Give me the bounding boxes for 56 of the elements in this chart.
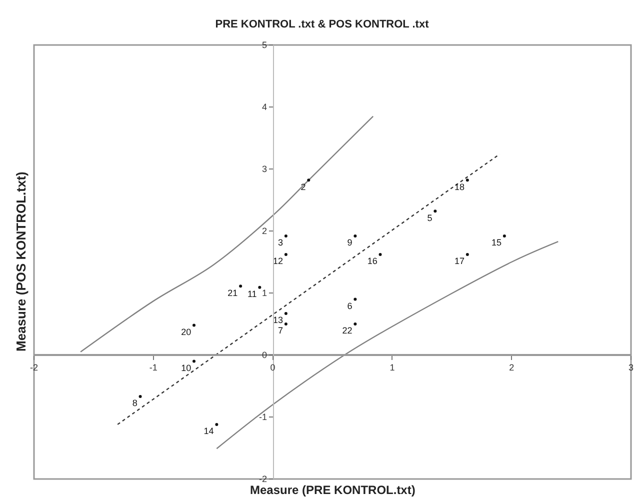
point bbox=[434, 210, 437, 213]
point bbox=[284, 312, 288, 315]
y-tick-label: 3 bbox=[262, 164, 267, 174]
y-tick-label: -2 bbox=[258, 474, 267, 484]
y-tick-label: 0 bbox=[262, 350, 267, 360]
series-label: 18 bbox=[454, 182, 465, 192]
series-label: 5 bbox=[427, 212, 432, 223]
series-label: 7 bbox=[278, 326, 284, 336]
y-tick-label: 4 bbox=[262, 102, 267, 112]
series-label: 3 bbox=[278, 238, 284, 248]
series-label: 20 bbox=[181, 326, 192, 337]
series-label: 6 bbox=[347, 300, 352, 311]
series-label: 11 bbox=[247, 289, 257, 300]
series-label: 16 bbox=[367, 256, 378, 266]
point bbox=[354, 298, 357, 301]
point bbox=[378, 253, 382, 256]
point bbox=[466, 178, 469, 182]
point bbox=[284, 253, 288, 256]
point bbox=[466, 253, 469, 256]
point bbox=[138, 395, 142, 398]
point bbox=[239, 284, 242, 288]
series-label: 17 bbox=[454, 256, 465, 266]
point bbox=[215, 422, 218, 426]
x-tick-label: 1 bbox=[390, 362, 395, 373]
y-tick-label: -1 bbox=[258, 412, 267, 422]
series-label: 21 bbox=[228, 288, 238, 298]
x-tick-label: 0 bbox=[270, 362, 276, 373]
x-tick-label: -2 bbox=[30, 362, 38, 373]
point bbox=[192, 360, 196, 363]
x-tick-label: -1 bbox=[149, 362, 158, 373]
series-label: 9 bbox=[347, 238, 352, 248]
point bbox=[502, 234, 506, 238]
series-label: 15 bbox=[492, 238, 502, 248]
point bbox=[307, 178, 310, 182]
x-axis-title: Measure (PRE KONTROL.txt) bbox=[250, 483, 416, 497]
point bbox=[258, 286, 262, 289]
x-tick-label: 2 bbox=[509, 362, 514, 373]
point bbox=[284, 322, 288, 326]
series-label: 14 bbox=[204, 426, 214, 436]
series-label: 8 bbox=[132, 398, 138, 408]
y-tick-label: 5 bbox=[262, 40, 267, 50]
line-series bbox=[216, 240, 559, 450]
y-axis-title: Measure (POS KONTROL.txt) bbox=[14, 172, 28, 352]
series-label: 22 bbox=[342, 326, 352, 336]
chart-title: PRE KONTROL .txt & POS KONTROL .txt bbox=[215, 18, 430, 31]
point bbox=[354, 322, 357, 326]
series-label: 12 bbox=[273, 256, 284, 266]
point bbox=[192, 324, 196, 327]
point bbox=[354, 234, 357, 238]
y-tick-label: 2 bbox=[262, 226, 267, 236]
series-label: 13 bbox=[273, 315, 284, 326]
series-label: 2 bbox=[300, 182, 306, 192]
y-tick-label: 1 bbox=[262, 288, 267, 298]
point bbox=[284, 234, 288, 238]
x-tick-label: 3 bbox=[628, 362, 634, 373]
series-label: 10 bbox=[181, 362, 192, 373]
